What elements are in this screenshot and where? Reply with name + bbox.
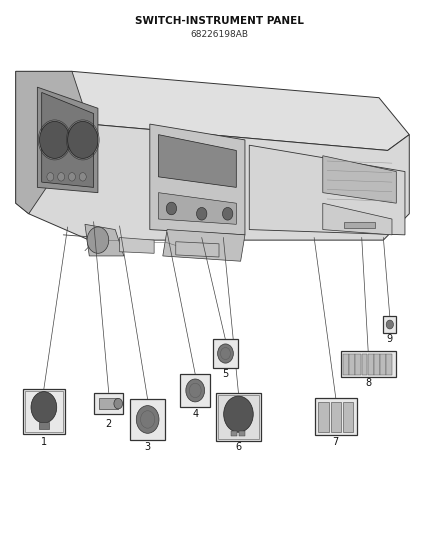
Text: 9: 9 bbox=[387, 334, 393, 344]
FancyBboxPatch shape bbox=[130, 399, 166, 440]
Circle shape bbox=[136, 406, 159, 433]
FancyBboxPatch shape bbox=[368, 353, 374, 375]
Text: 1: 1 bbox=[41, 437, 47, 447]
Circle shape bbox=[186, 379, 205, 402]
Polygon shape bbox=[159, 192, 236, 224]
Text: 5: 5 bbox=[223, 369, 229, 379]
Polygon shape bbox=[323, 203, 392, 235]
FancyBboxPatch shape bbox=[343, 401, 353, 432]
Polygon shape bbox=[150, 124, 245, 235]
FancyBboxPatch shape bbox=[315, 398, 357, 435]
FancyBboxPatch shape bbox=[212, 340, 238, 368]
Bar bbox=[99, 398, 118, 409]
Text: 4: 4 bbox=[192, 409, 198, 419]
Polygon shape bbox=[176, 241, 219, 257]
FancyBboxPatch shape bbox=[341, 351, 396, 377]
Text: 2: 2 bbox=[106, 419, 112, 430]
Bar bbox=[231, 431, 237, 437]
Polygon shape bbox=[120, 238, 154, 253]
Polygon shape bbox=[37, 87, 98, 192]
Text: 3: 3 bbox=[145, 442, 151, 451]
Polygon shape bbox=[29, 98, 409, 240]
FancyBboxPatch shape bbox=[374, 353, 380, 375]
Circle shape bbox=[67, 122, 98, 158]
Circle shape bbox=[114, 398, 123, 409]
Circle shape bbox=[87, 227, 109, 253]
Bar bbox=[239, 431, 245, 437]
FancyBboxPatch shape bbox=[380, 353, 386, 375]
Bar bbox=[344, 222, 374, 228]
FancyBboxPatch shape bbox=[331, 401, 341, 432]
FancyBboxPatch shape bbox=[361, 353, 367, 375]
Circle shape bbox=[39, 122, 70, 158]
Polygon shape bbox=[42, 92, 94, 188]
FancyBboxPatch shape bbox=[343, 353, 349, 375]
Circle shape bbox=[68, 173, 75, 181]
Polygon shape bbox=[16, 71, 72, 214]
Polygon shape bbox=[249, 145, 405, 235]
Text: 68226198AB: 68226198AB bbox=[190, 30, 248, 39]
Circle shape bbox=[58, 173, 65, 181]
FancyBboxPatch shape bbox=[383, 316, 396, 333]
FancyBboxPatch shape bbox=[23, 389, 65, 434]
Polygon shape bbox=[85, 224, 124, 256]
FancyBboxPatch shape bbox=[355, 353, 361, 375]
FancyBboxPatch shape bbox=[318, 401, 329, 432]
FancyBboxPatch shape bbox=[349, 353, 355, 375]
Polygon shape bbox=[163, 230, 245, 261]
Polygon shape bbox=[323, 156, 396, 203]
Circle shape bbox=[166, 202, 177, 215]
Circle shape bbox=[31, 392, 57, 423]
Polygon shape bbox=[33, 71, 409, 150]
Polygon shape bbox=[16, 71, 89, 214]
Text: 7: 7 bbox=[332, 437, 339, 447]
Circle shape bbox=[223, 207, 233, 220]
Circle shape bbox=[386, 320, 393, 329]
Circle shape bbox=[47, 173, 54, 181]
FancyBboxPatch shape bbox=[180, 374, 210, 407]
Text: SWITCH-INSTRUMENT PANEL: SWITCH-INSTRUMENT PANEL bbox=[134, 16, 304, 26]
FancyBboxPatch shape bbox=[386, 353, 392, 375]
Circle shape bbox=[79, 173, 86, 181]
Text: 8: 8 bbox=[365, 378, 371, 389]
FancyBboxPatch shape bbox=[216, 393, 261, 441]
Text: 6: 6 bbox=[235, 442, 241, 452]
Polygon shape bbox=[159, 135, 236, 188]
Circle shape bbox=[218, 344, 233, 363]
FancyBboxPatch shape bbox=[94, 393, 123, 414]
Circle shape bbox=[197, 207, 207, 220]
Bar bbox=[39, 422, 49, 429]
FancyBboxPatch shape bbox=[218, 394, 259, 439]
Circle shape bbox=[224, 396, 253, 432]
